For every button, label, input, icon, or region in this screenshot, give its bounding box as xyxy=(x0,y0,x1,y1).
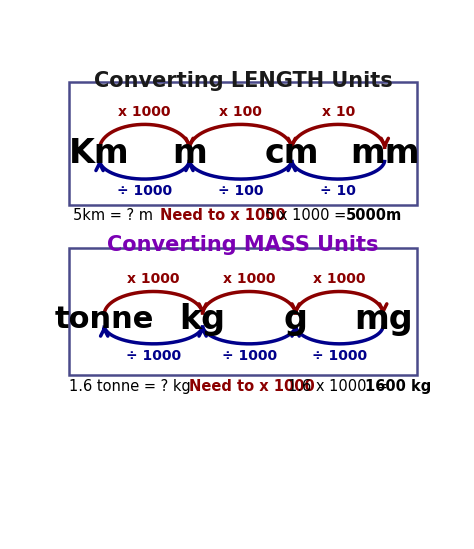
Text: ÷ 1000: ÷ 1000 xyxy=(312,349,367,363)
Text: mm: mm xyxy=(350,137,419,170)
Text: cm: cm xyxy=(264,137,319,170)
Text: x 1000: x 1000 xyxy=(118,105,171,119)
Text: Converting LENGTH Units: Converting LENGTH Units xyxy=(93,71,392,91)
Text: Converting MASS Units: Converting MASS Units xyxy=(107,234,379,255)
Text: ÷ 10: ÷ 10 xyxy=(320,184,356,198)
Text: tonne: tonne xyxy=(55,305,154,334)
Text: Km: Km xyxy=(69,137,130,170)
Text: ÷ 1000: ÷ 1000 xyxy=(221,349,277,363)
Text: ÷ 1000: ÷ 1000 xyxy=(126,349,181,363)
Text: kg: kg xyxy=(180,302,226,335)
Text: m: m xyxy=(172,137,207,170)
Text: mg: mg xyxy=(354,302,412,335)
Text: Need to x 1000: Need to x 1000 xyxy=(160,208,286,223)
Text: Need to x 1000: Need to x 1000 xyxy=(190,379,315,395)
FancyBboxPatch shape xyxy=(69,82,417,205)
Text: 5km = ? m: 5km = ? m xyxy=(73,208,153,223)
Text: g: g xyxy=(283,302,308,335)
Text: x 10: x 10 xyxy=(322,105,355,119)
Text: x 1000: x 1000 xyxy=(313,272,365,286)
Text: x 1000: x 1000 xyxy=(127,272,180,286)
Text: 1600 kg: 1600 kg xyxy=(365,379,432,395)
Text: x 1000: x 1000 xyxy=(223,272,275,286)
FancyBboxPatch shape xyxy=(69,248,417,374)
Text: ÷ 100: ÷ 100 xyxy=(218,184,264,198)
Text: ÷ 1000: ÷ 1000 xyxy=(117,184,172,198)
Text: 5 x 1000 =: 5 x 1000 = xyxy=(264,208,350,223)
Text: 1.6 tonne = ? kg: 1.6 tonne = ? kg xyxy=(69,379,190,395)
Text: x 100: x 100 xyxy=(219,105,262,119)
Text: 1.6 x 1000  =: 1.6 x 1000 = xyxy=(288,379,392,395)
Text: 5000m: 5000m xyxy=(346,208,402,223)
